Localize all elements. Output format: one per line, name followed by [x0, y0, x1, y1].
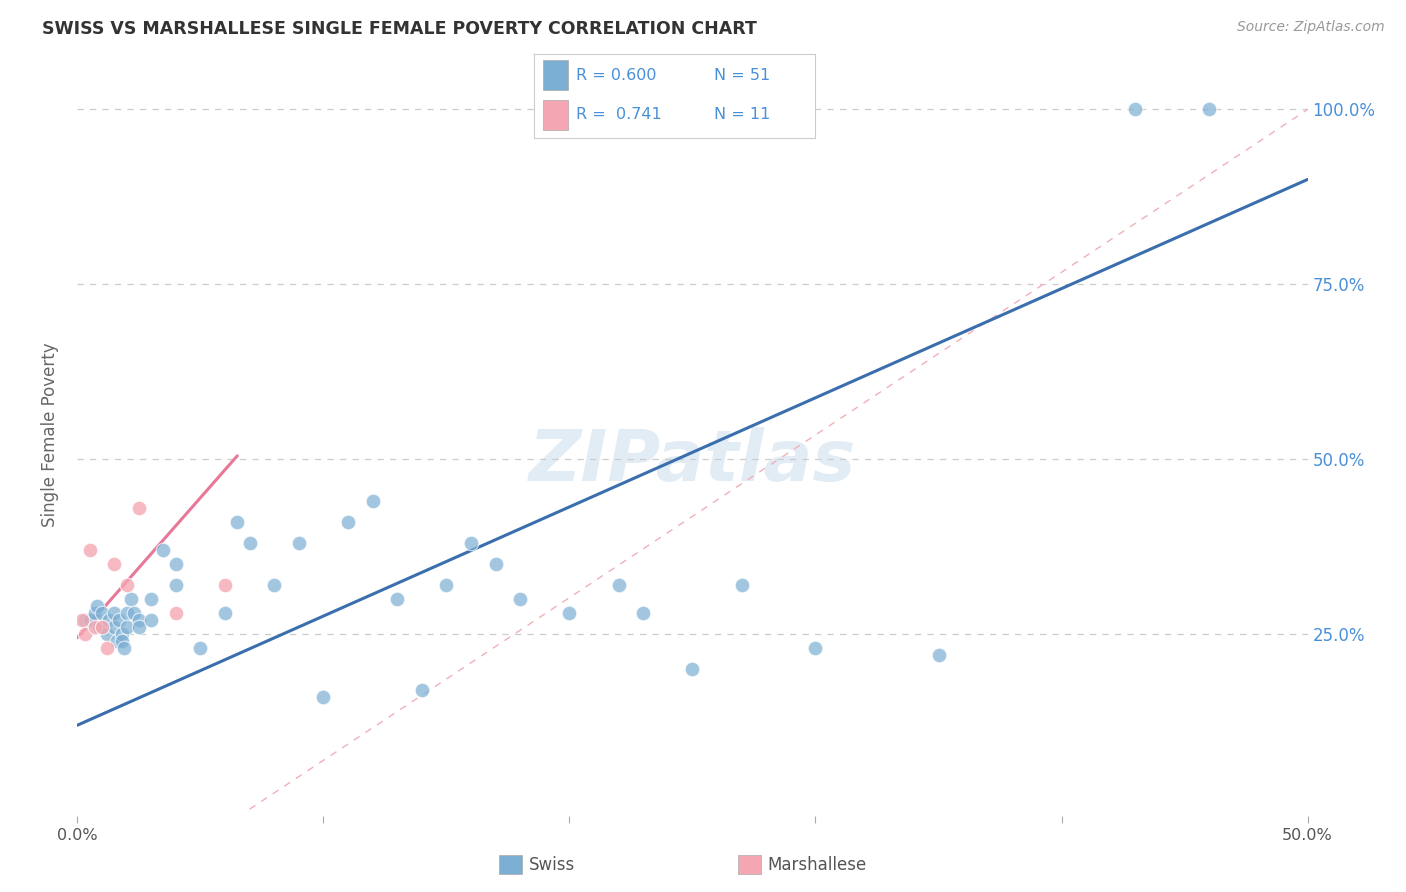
- Point: [89, 620, 111, 634]
- Point: [96, 641, 118, 656]
- Point: [90, 607, 114, 621]
- Text: N = 11: N = 11: [714, 107, 770, 122]
- Point: [141, 613, 163, 627]
- Point: [263, 578, 285, 592]
- Point: [115, 620, 138, 634]
- Point: [79, 543, 101, 558]
- Point: [141, 592, 163, 607]
- Point: [73, 627, 96, 641]
- Text: Source: ZipAtlas.com: Source: ZipAtlas.com: [1237, 20, 1385, 34]
- FancyBboxPatch shape: [543, 61, 568, 90]
- Point: [83, 620, 105, 634]
- Point: [436, 578, 458, 592]
- Point: [607, 578, 630, 592]
- Point: [485, 558, 508, 572]
- FancyBboxPatch shape: [543, 100, 568, 130]
- Point: [387, 592, 409, 607]
- Point: [86, 599, 108, 614]
- Point: [558, 607, 581, 621]
- Point: [121, 592, 143, 607]
- Point: [103, 607, 125, 621]
- Text: N = 51: N = 51: [714, 68, 770, 83]
- Point: [165, 578, 187, 592]
- Point: [79, 613, 101, 627]
- Point: [103, 620, 125, 634]
- Text: ZIPatlas: ZIPatlas: [529, 427, 856, 496]
- Point: [226, 516, 249, 530]
- Point: [460, 536, 482, 550]
- Point: [731, 578, 754, 592]
- Point: [128, 620, 150, 634]
- Text: R = 0.600: R = 0.600: [576, 68, 657, 83]
- Point: [98, 613, 121, 627]
- Point: [804, 641, 827, 656]
- Point: [112, 641, 135, 656]
- Point: [288, 536, 311, 550]
- Point: [96, 627, 118, 641]
- Point: [1198, 103, 1220, 117]
- Point: [165, 607, 187, 621]
- Point: [111, 634, 132, 648]
- Point: [361, 494, 384, 508]
- Point: [1125, 103, 1147, 117]
- Point: [337, 516, 360, 530]
- Text: Marshallese: Marshallese: [768, 856, 868, 874]
- Text: Swiss: Swiss: [529, 856, 575, 874]
- Text: R =  0.741: R = 0.741: [576, 107, 662, 122]
- Point: [90, 620, 114, 634]
- Point: [152, 543, 174, 558]
- Point: [633, 607, 655, 621]
- Point: [108, 613, 131, 627]
- Point: [312, 690, 335, 705]
- Point: [115, 607, 138, 621]
- Point: [103, 558, 125, 572]
- Point: [190, 641, 212, 656]
- Point: [928, 648, 950, 663]
- Point: [90, 620, 114, 634]
- Point: [128, 501, 150, 516]
- Point: [122, 607, 145, 621]
- Text: SWISS VS MARSHALLESE SINGLE FEMALE POVERTY CORRELATION CHART: SWISS VS MARSHALLESE SINGLE FEMALE POVER…: [42, 20, 756, 37]
- Point: [165, 558, 187, 572]
- Point: [214, 578, 236, 592]
- Point: [83, 607, 105, 621]
- Point: [115, 578, 138, 592]
- Y-axis label: Single Female Poverty: Single Female Poverty: [41, 343, 59, 527]
- Point: [239, 536, 262, 550]
- Point: [214, 607, 236, 621]
- Point: [70, 613, 93, 627]
- Point: [73, 613, 96, 627]
- Point: [411, 683, 433, 698]
- Point: [105, 634, 128, 648]
- Point: [128, 613, 150, 627]
- Point: [682, 662, 704, 676]
- Point: [509, 592, 531, 607]
- Point: [111, 627, 132, 641]
